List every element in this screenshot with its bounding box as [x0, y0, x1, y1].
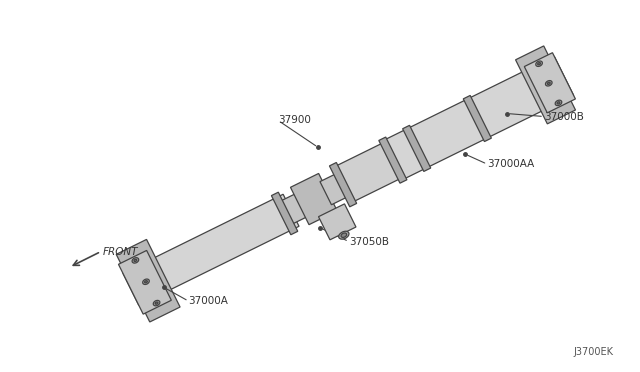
- Text: FRONT: FRONT: [103, 247, 138, 257]
- Polygon shape: [279, 193, 308, 225]
- Polygon shape: [291, 173, 337, 225]
- Polygon shape: [118, 250, 172, 314]
- Ellipse shape: [538, 62, 540, 65]
- Polygon shape: [123, 194, 299, 305]
- Polygon shape: [379, 137, 407, 183]
- Polygon shape: [320, 173, 349, 205]
- Ellipse shape: [555, 100, 562, 106]
- Polygon shape: [403, 125, 431, 171]
- Polygon shape: [463, 96, 492, 142]
- Text: 37000B: 37000B: [544, 112, 584, 122]
- Polygon shape: [330, 163, 356, 207]
- Ellipse shape: [557, 102, 560, 104]
- Text: 37900: 37900: [278, 115, 311, 125]
- Polygon shape: [271, 192, 298, 235]
- Polygon shape: [524, 53, 575, 113]
- Ellipse shape: [155, 302, 158, 304]
- Text: 37050B: 37050B: [349, 237, 389, 247]
- Text: 37000A: 37000A: [189, 296, 228, 306]
- Polygon shape: [381, 56, 573, 181]
- Text: J3700EK: J3700EK: [573, 347, 614, 357]
- Ellipse shape: [341, 233, 347, 237]
- Ellipse shape: [143, 279, 149, 285]
- Polygon shape: [516, 46, 575, 124]
- Ellipse shape: [545, 81, 552, 86]
- Ellipse shape: [134, 259, 137, 262]
- Polygon shape: [319, 204, 356, 240]
- Ellipse shape: [547, 82, 550, 84]
- Ellipse shape: [145, 280, 147, 283]
- Ellipse shape: [153, 301, 160, 306]
- Polygon shape: [116, 240, 180, 322]
- Ellipse shape: [132, 258, 139, 263]
- Ellipse shape: [536, 61, 542, 67]
- Polygon shape: [332, 142, 402, 203]
- Text: 37000AA: 37000AA: [487, 159, 534, 169]
- Ellipse shape: [339, 231, 349, 239]
